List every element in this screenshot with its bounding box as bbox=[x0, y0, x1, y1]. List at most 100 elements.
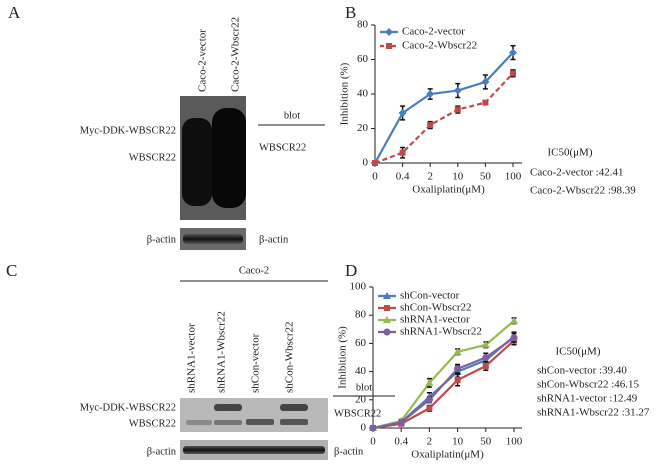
blot-band bbox=[212, 108, 246, 208]
data-point bbox=[510, 316, 518, 324]
x-tick-label: 0 bbox=[372, 171, 378, 183]
data-point bbox=[481, 77, 490, 86]
row-label: WBSCR22 bbox=[129, 418, 176, 429]
lane-label: shCon-vector bbox=[250, 333, 262, 393]
data-point bbox=[454, 106, 461, 113]
blot-band bbox=[214, 420, 242, 425]
data-point bbox=[372, 160, 378, 166]
panel-label: A bbox=[8, 3, 21, 22]
y-tick-label: 0 bbox=[363, 157, 369, 169]
row-label: Myc-DDK-WBSCR22 bbox=[80, 125, 176, 136]
blot-band bbox=[280, 404, 308, 411]
y-tick-label: 20 bbox=[357, 122, 369, 134]
lane-label: shRNA1-Wbscr22 bbox=[216, 311, 228, 393]
blot-band bbox=[280, 419, 308, 425]
blot-band bbox=[186, 420, 212, 425]
annotation: shRNA1-Wbscr22 :31.27 bbox=[537, 407, 650, 419]
x-axis-label: Oxaliplatin(μM) bbox=[411, 449, 484, 461]
blot-label: β-actin bbox=[259, 234, 289, 245]
lane-label: shRNA1-vector bbox=[186, 323, 198, 393]
annotation: Caco-2-vector :42.41 bbox=[530, 167, 623, 179]
data-point bbox=[454, 377, 461, 384]
panel-label: D bbox=[345, 261, 357, 280]
x-tick-label: 0 bbox=[370, 436, 376, 448]
panel-label: B bbox=[345, 3, 356, 22]
x-tick-label: 50 bbox=[480, 436, 492, 448]
blot-image bbox=[180, 398, 328, 432]
x-tick-label: 100 bbox=[505, 171, 522, 183]
y-tick-label: 80 bbox=[357, 19, 369, 31]
data-point bbox=[397, 418, 405, 426]
y-axis-label: Inhibition (%) bbox=[339, 62, 351, 125]
blot-header: blot bbox=[284, 110, 300, 121]
blot-label: β-actin bbox=[334, 446, 364, 457]
legend-label: shRNA1-Wbscr22 bbox=[400, 326, 482, 338]
data-point bbox=[398, 108, 407, 117]
annotation: shCon-vector :39.40 bbox=[537, 365, 627, 377]
y-tick-label: 100 bbox=[350, 281, 367, 293]
y-tick-label: 60 bbox=[355, 337, 367, 349]
blot-band bbox=[182, 118, 212, 206]
series-line bbox=[372, 320, 515, 430]
series-line bbox=[372, 336, 515, 430]
data-point bbox=[482, 354, 490, 361]
data-point bbox=[399, 149, 406, 156]
series-line bbox=[374, 51, 514, 164]
blot-label: WBSCR22 bbox=[334, 408, 381, 419]
y-tick-label: 40 bbox=[355, 365, 367, 377]
row-label: WBSCR22 bbox=[129, 152, 176, 163]
x-tick-label: 10 bbox=[452, 436, 464, 448]
x-tick-label: 50 bbox=[480, 171, 492, 183]
lane-label: Caco-2-vector bbox=[197, 29, 209, 92]
data-point bbox=[481, 340, 490, 348]
legend-label: shRNA1-vector bbox=[400, 314, 470, 326]
row-label: β-actin bbox=[147, 446, 177, 457]
group-label: Caco-2 bbox=[239, 265, 269, 276]
row-label: β-actin bbox=[147, 234, 177, 245]
y-tick-label: 80 bbox=[355, 309, 367, 321]
row-label: Myc-DDK-WBSCR22 bbox=[80, 402, 176, 413]
legend-label: Caco-2-vector bbox=[402, 26, 465, 38]
legend-label: Caco-2-Wbscr22 bbox=[402, 40, 477, 52]
legend-marker bbox=[383, 316, 391, 323]
legend-marker bbox=[385, 28, 393, 36]
series-line bbox=[372, 335, 515, 430]
data-point bbox=[427, 122, 434, 129]
data-point bbox=[482, 99, 489, 106]
series-line bbox=[372, 339, 515, 430]
legend-label: shCon-vector bbox=[400, 290, 460, 302]
panel-label: C bbox=[6, 261, 17, 280]
blot-band bbox=[246, 419, 274, 425]
annotation: Caco-2-Wbscr22 :98.39 bbox=[530, 185, 636, 197]
series-line bbox=[374, 72, 514, 165]
x-tick-label: 0.4 bbox=[396, 171, 410, 183]
x-tick-label: 2 bbox=[427, 171, 433, 183]
annotation: IC50(μM) bbox=[555, 346, 600, 358]
blot-band bbox=[183, 234, 243, 244]
lane-label: Caco-2-Wbscr22 bbox=[230, 17, 242, 92]
x-tick-label: 0.4 bbox=[394, 436, 408, 448]
data-point bbox=[509, 48, 517, 57]
data-point bbox=[426, 90, 435, 98]
y-tick-label: 60 bbox=[357, 53, 369, 65]
data-point bbox=[453, 347, 462, 355]
x-tick-label: 100 bbox=[506, 436, 523, 448]
legend-marker bbox=[386, 43, 392, 49]
annotation: IC50(μM) bbox=[547, 147, 592, 159]
data-point bbox=[454, 365, 462, 373]
y-axis-label: Inhibition (%) bbox=[337, 326, 349, 389]
y-tick-label: 20 bbox=[355, 393, 367, 405]
blot-label: WBSCR22 bbox=[259, 142, 306, 153]
blot-header: blot bbox=[356, 382, 372, 393]
blot-band bbox=[214, 404, 242, 411]
legend-marker bbox=[383, 292, 391, 299]
lane-label: shCon-Wbscr22 bbox=[284, 322, 296, 394]
x-tick-label: 2 bbox=[427, 436, 433, 448]
y-tick-label: 40 bbox=[357, 88, 369, 100]
legend-marker bbox=[383, 328, 391, 336]
data-point bbox=[453, 86, 462, 95]
annotation: shRNA1-vector :12.49 bbox=[537, 393, 638, 405]
y-tick-label: 0 bbox=[361, 422, 367, 434]
annotation: shCon-Wbscr22 :46.15 bbox=[537, 379, 640, 391]
